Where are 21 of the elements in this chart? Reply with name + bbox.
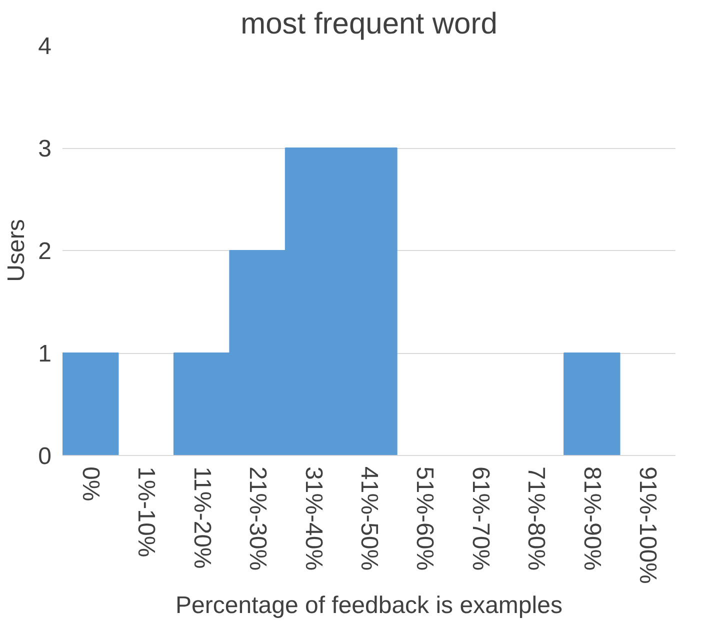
x-tick-label: 31%-40% (300, 466, 327, 571)
x-tick-label: 51%-60% (411, 466, 438, 571)
x-tick-label: 21%-30% (244, 466, 272, 571)
x-tick-label: 0% (76, 466, 104, 502)
x-tick-label: 41%-50% (356, 466, 382, 571)
bar (62, 352, 119, 456)
x-tick-label: 81%-90% (578, 466, 606, 571)
y-tick-label: 1 (38, 340, 52, 368)
bar (564, 352, 620, 456)
x-axis-title: Percentage of feedback is examples (176, 592, 562, 619)
y-axis-title: Users (3, 219, 30, 282)
x-tick-label: 71%-80% (522, 466, 550, 571)
y-tick-label: 2 (38, 238, 52, 265)
y-tick-label: 3 (38, 136, 52, 162)
y-tick-label: 4 (38, 33, 52, 60)
x-tick-label: 1%-10% (132, 466, 160, 558)
x-tick-label: 61%-70% (466, 466, 494, 571)
y-tick-label: 0 (38, 443, 52, 470)
chart-title: most frequent word (240, 8, 498, 40)
x-tick-label: 91%-100% (634, 466, 662, 584)
x-tick-label: 11%-20% (188, 466, 216, 569)
